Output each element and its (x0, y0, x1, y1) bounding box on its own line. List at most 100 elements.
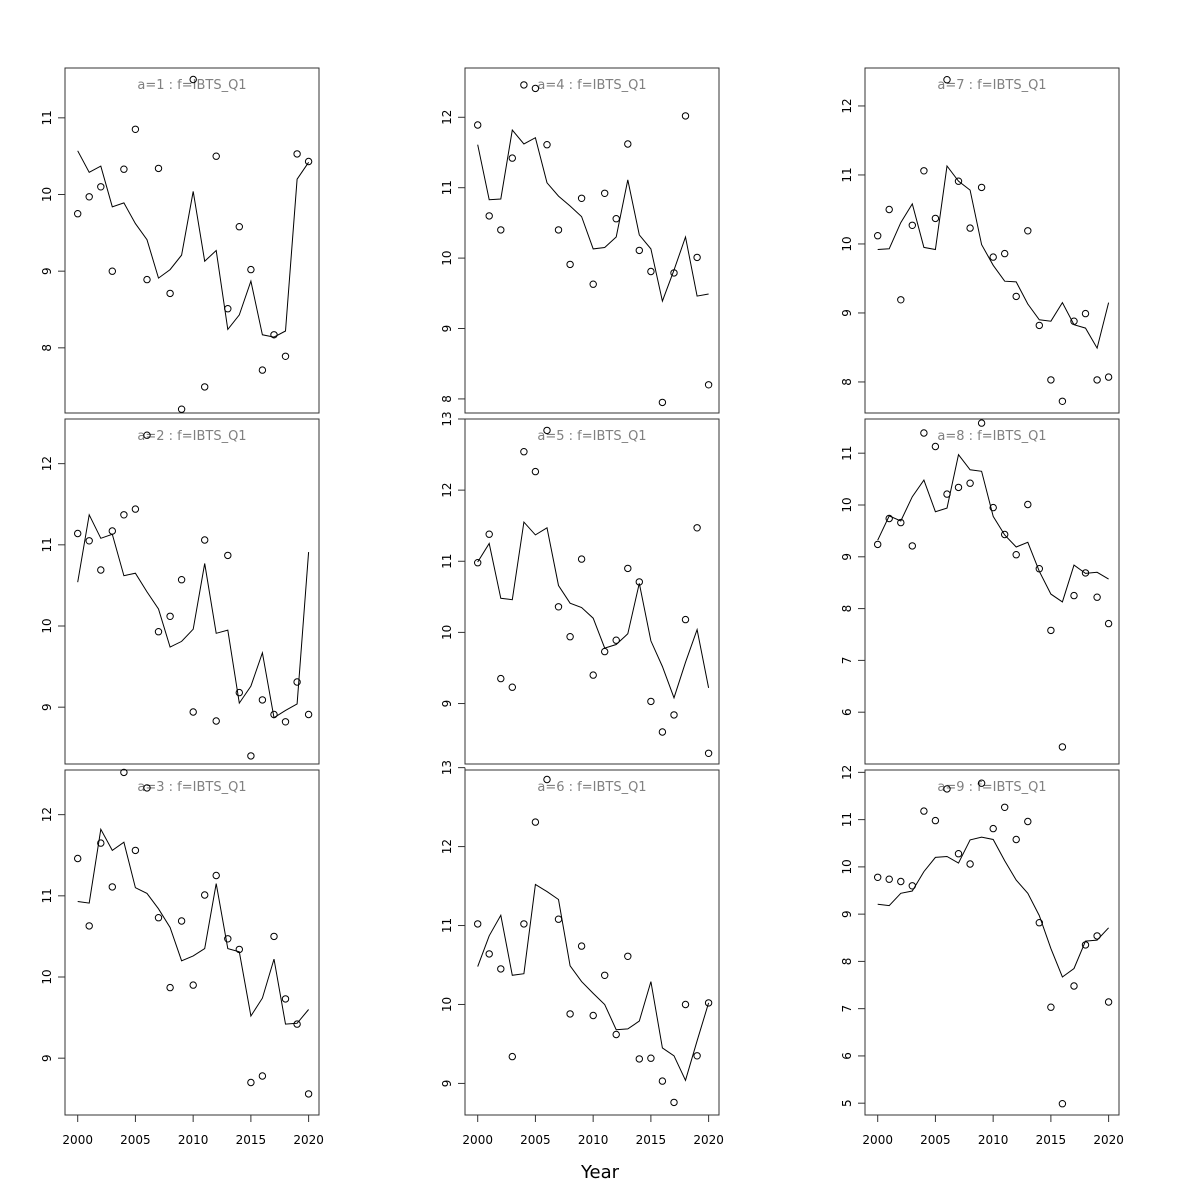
observed-point (74, 210, 82, 218)
y-tick-label: 11 (840, 446, 854, 461)
observed-point (131, 846, 140, 855)
observed-point (474, 121, 482, 129)
observed-point (977, 183, 986, 192)
fitted-line (77, 513, 310, 719)
observed-point (293, 150, 301, 158)
observed-point (920, 807, 928, 815)
y-tick-label: 11 (840, 167, 854, 182)
y-tick-label: 11 (40, 110, 54, 125)
y-tick-label: 12 (440, 839, 454, 854)
observed-point (1104, 998, 1113, 1006)
x-tick-label: 2020 (1093, 1133, 1124, 1147)
panel-age-2: a=2 : f=IBTS_Q1 9 10 11 12 (40, 418, 320, 765)
observed-point (566, 633, 574, 641)
observed-point (508, 683, 516, 691)
observed-point (97, 839, 105, 847)
y-tick-label: 12 (40, 807, 54, 822)
y-tick-label: 9 (440, 1080, 454, 1088)
y-tick-label: 10 (40, 618, 54, 633)
panel-grid: a=1 : f=IBTS_Q1 8 9 10 11 a=2 : f=IBTS_Q1 9 10 1… (40, 67, 1124, 1147)
observed-point (212, 717, 220, 725)
observed-point (647, 697, 655, 706)
observed-point (931, 442, 940, 451)
y-tick-label: 9 (440, 325, 454, 333)
y-tick-label: 12 (440, 110, 454, 125)
x-tick-label: 2015 (636, 1133, 667, 1147)
observed-point (85, 193, 93, 201)
y-tick-label: 9 (40, 267, 54, 275)
observed-point (920, 429, 928, 437)
x-tick-label: 2010 (978, 1133, 1009, 1147)
y-tick-label: 9 (840, 553, 854, 561)
y-axis: 8 9 10 11 12 (840, 98, 866, 386)
y-tick-label: 11 (440, 554, 454, 569)
observed-point (1047, 376, 1055, 384)
observed-point (543, 141, 551, 149)
observed-point (281, 995, 290, 1003)
y-tick-label: 8 (440, 395, 454, 403)
observed-point (270, 710, 278, 719)
panel-title: a=2 : f=IBTS_Q1 (137, 429, 246, 444)
observed-point (1081, 309, 1090, 318)
observed-point (293, 678, 301, 686)
observed-point (1093, 376, 1101, 384)
x-axis: 2000 2005 2010 2015 2020 (462, 1114, 724, 1147)
observed-point (681, 112, 690, 120)
observed-point (1035, 919, 1044, 927)
fitted-line (477, 520, 710, 700)
panel-age-8: a=8 : f=IBTS_Q1 6 7 8 9 10 11 (840, 418, 1120, 765)
observed-point (485, 212, 493, 220)
observed-point (635, 1055, 643, 1063)
panel-age-4: a=4 : f=IBTS_Q1 8 9 10 11 12 (440, 67, 720, 414)
y-axis: 9 10 11 12 (40, 456, 66, 711)
observed-point (474, 559, 482, 567)
observed-point (304, 1090, 313, 1098)
y-tick-label: 10 (840, 236, 854, 251)
observed-point (531, 467, 540, 476)
y-axis: 8 9 10 11 (40, 110, 66, 352)
observed-point (212, 871, 220, 880)
panel-age-5: a=5 : f=IBTS_Q1 9 10 11 12 13 (440, 411, 720, 765)
panel-age-6: a=6 : f=IBTS_Q1 9 10 11 12 13 2000 2005 2010 2015… (440, 760, 724, 1147)
observed-point (258, 366, 267, 374)
observed-point (224, 935, 232, 943)
observed-point (497, 965, 505, 973)
fitted-line (877, 453, 1109, 603)
observed-point (908, 542, 916, 550)
observed-point (1081, 941, 1090, 949)
observed-point (601, 971, 609, 979)
x-axis: 2000 2005 2010 2015 2020 (62, 1114, 324, 1147)
observed-point (189, 708, 197, 716)
y-tick-label: 9 (40, 1054, 54, 1062)
x-tick-label: 2000 (462, 1133, 493, 1147)
x-tick-label: 2010 (578, 1133, 609, 1147)
observed-point (1104, 373, 1113, 381)
observed-point (566, 1010, 574, 1018)
x-tick-label: 2000 (62, 1133, 93, 1147)
y-tick-label: 10 (40, 187, 54, 202)
observed-point (635, 246, 643, 255)
observed-point (1070, 982, 1078, 990)
observed-point (143, 431, 151, 439)
observed-point (874, 232, 882, 240)
x-tick-label: 2010 (178, 1133, 209, 1147)
observed-point (235, 223, 244, 231)
observed-point (670, 711, 678, 719)
x-axis-title: Year (580, 1162, 620, 1183)
observed-point (247, 265, 255, 274)
observed-point (1012, 835, 1020, 844)
y-tick-label: 10 (40, 969, 54, 984)
y-tick-label: 10 (440, 625, 454, 640)
observed-point (520, 81, 528, 89)
y-axis: 5 6 7 8 9 10 11 12 (840, 765, 866, 1107)
observed-point (531, 84, 540, 93)
observed-point (612, 1030, 620, 1039)
observed-point (704, 381, 713, 389)
observed-point (1047, 626, 1055, 635)
observed-point (166, 289, 174, 298)
observed-point (943, 490, 951, 498)
observed-point (693, 253, 701, 262)
observed-point (635, 578, 643, 586)
observed-point (508, 1052, 516, 1061)
